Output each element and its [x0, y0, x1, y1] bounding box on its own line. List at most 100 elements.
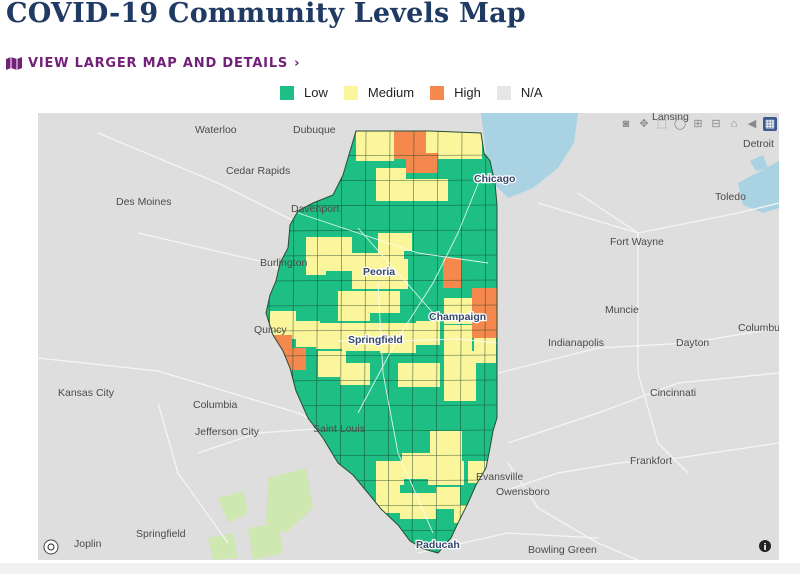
place-label: Cincinnati: [650, 387, 696, 399]
place-label: Saint Louis: [313, 423, 365, 435]
park-area: [208, 533, 238, 560]
pin-icon[interactable]: ◀: [747, 118, 757, 130]
park-area: [218, 491, 248, 523]
county-high[interactable]: [443, 258, 461, 288]
view-larger-map-link[interactable]: VIEW LARGER MAP AND DETAILS ›: [6, 56, 300, 71]
county-medium[interactable]: [370, 291, 400, 313]
county-medium[interactable]: [316, 323, 344, 349]
lake-michigan: [481, 113, 578, 198]
place-label: Davenport: [291, 203, 340, 215]
county-medium[interactable]: [418, 363, 440, 387]
legend-item-medium[interactable]: Medium: [343, 85, 415, 100]
county-medium[interactable]: [338, 291, 370, 321]
county-medium[interactable]: [444, 325, 472, 351]
county-medium[interactable]: [412, 179, 448, 201]
map-legend: Low Medium High N/A: [280, 85, 559, 100]
place-label: Springfield: [348, 334, 403, 346]
place-label: Owensboro: [496, 486, 550, 498]
place-label: Champaign: [429, 311, 486, 323]
county-medium[interactable]: [378, 259, 408, 289]
place-label: Muncie: [605, 304, 639, 316]
legend-label: Low: [304, 85, 328, 100]
place-label: Bowling Green: [528, 544, 597, 556]
county-medium[interactable]: [376, 461, 404, 485]
camera-icon[interactable]: ◙: [622, 118, 630, 130]
legend-swatch: [430, 85, 445, 100]
county-medium[interactable]: [454, 505, 480, 523]
county-high[interactable]: [406, 153, 438, 173]
info-icon-glyph: i: [763, 543, 766, 553]
place-label: Cedar Rapids: [226, 165, 290, 177]
view-larger-map-label: VIEW LARGER MAP AND DETAILS: [28, 56, 289, 71]
county-medium[interactable]: [326, 237, 352, 271]
place-label: Columbia: [193, 399, 238, 411]
county-medium[interactable]: [444, 351, 476, 375]
pan-icon[interactable]: ✥: [639, 118, 649, 130]
county-high[interactable]: [472, 288, 498, 338]
county-medium[interactable]: [402, 453, 430, 479]
legend-item-high[interactable]: High: [430, 85, 481, 100]
county-medium[interactable]: [270, 311, 296, 339]
place-label: Dubuque: [293, 124, 336, 136]
legend-item-low[interactable]: Low: [280, 85, 328, 100]
park-area: [248, 523, 283, 560]
county-medium[interactable]: [416, 321, 440, 345]
lasso-icon[interactable]: ◯: [673, 118, 687, 130]
home-icon[interactable]: ⌂: [730, 118, 738, 130]
lake-st-clair: [750, 155, 768, 171]
legend-label: Medium: [367, 85, 415, 100]
zoom-in-icon[interactable]: ⊞: [693, 118, 703, 130]
county-medium[interactable]: [382, 233, 412, 251]
place-label: Detroit: [743, 138, 774, 150]
county-medium[interactable]: [444, 298, 472, 324]
plotly-logo-icon[interactable]: ▦: [763, 117, 777, 131]
county-medium[interactable]: [342, 323, 380, 351]
legend-swatch: [280, 85, 294, 100]
chevron-right-icon: ›: [294, 56, 301, 71]
state-roads: [297, 178, 497, 534]
legend-item-na[interactable]: N/A: [496, 85, 543, 100]
county-medium[interactable]: [376, 179, 412, 201]
place-label: Waterloo: [195, 124, 237, 136]
place-label: Frankfort: [630, 455, 672, 467]
mapbox-logo-icon[interactable]: [43, 539, 59, 555]
legend-label: High: [454, 85, 481, 100]
place-label: Lansing: [652, 113, 689, 123]
county-high[interactable]: [284, 348, 306, 370]
place-label: Fort Wayne: [610, 236, 664, 248]
map-icon: [6, 57, 22, 70]
legend-swatch: [343, 85, 358, 100]
place-label: Kansas City: [58, 387, 115, 399]
lake-erie: [738, 161, 779, 213]
place-label: Quincy: [254, 324, 287, 336]
place-label: Peoria: [363, 266, 395, 278]
place-label: Indianapolis: [548, 337, 604, 349]
place-label: Columbu: [738, 322, 779, 334]
place-label: Joplin: [74, 538, 102, 550]
place-label: Jefferson City: [195, 426, 260, 438]
info-icon[interactable]: i: [759, 540, 771, 553]
place-label: Paducah: [416, 539, 460, 551]
place-label: Toledo: [715, 191, 746, 203]
county-medium[interactable]: [444, 375, 476, 401]
county-medium[interactable]: [400, 493, 436, 519]
page-footer-band: [0, 563, 800, 574]
county-medium[interactable]: [340, 363, 370, 385]
county-medium[interactable]: [356, 131, 394, 161]
map-canvas[interactable]: Waterloo Dubuque Cedar Rapids Des Moines Dav…: [38, 113, 779, 560]
place-label: Springfield: [136, 528, 186, 540]
county-medium[interactable]: [436, 487, 460, 509]
page-title: COVID-19 Community Levels Map: [6, 0, 526, 29]
county-medium[interactable]: [430, 431, 462, 461]
county-medium[interactable]: [454, 131, 482, 159]
county-medium[interactable]: [352, 253, 382, 289]
county-medium[interactable]: [428, 461, 464, 485]
legend-label: N/A: [520, 85, 543, 100]
box-select-icon[interactable]: ⬚: [656, 118, 668, 130]
park-area: [266, 468, 313, 533]
legend-swatch: [496, 85, 511, 100]
map-svg[interactable]: Waterloo Dubuque Cedar Rapids Des Moines Dav…: [38, 113, 779, 560]
zoom-out-icon[interactable]: ⊟: [711, 118, 721, 130]
place-label: Evansville: [476, 471, 523, 483]
place-label: Dayton: [676, 337, 709, 349]
